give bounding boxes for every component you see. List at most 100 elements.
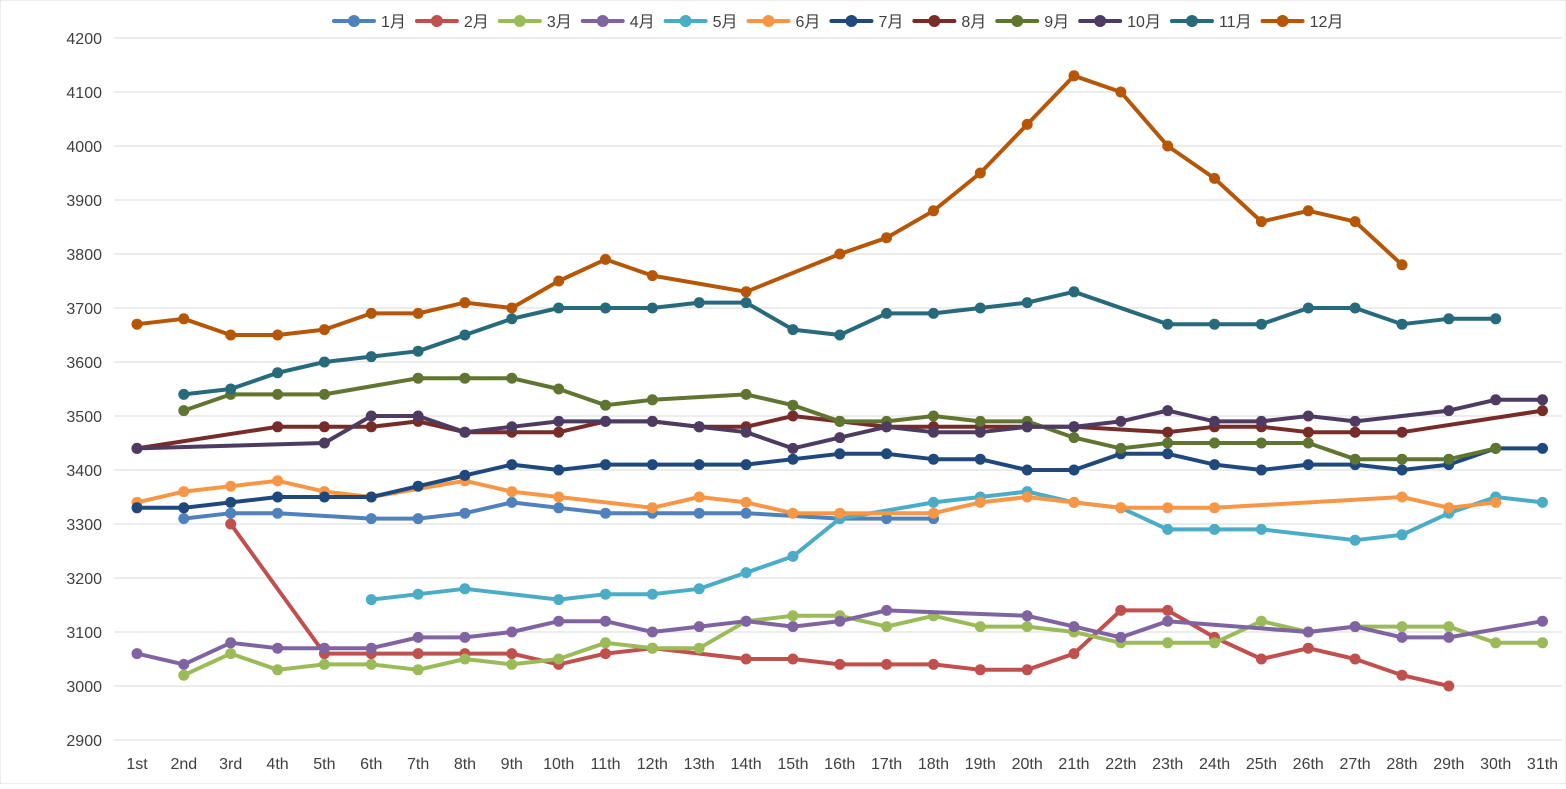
data-point xyxy=(834,615,846,627)
data-point xyxy=(131,502,143,514)
data-point xyxy=(834,658,846,670)
y-tick-label: 3000 xyxy=(66,679,102,696)
data-point xyxy=(553,426,565,438)
data-point xyxy=(412,372,424,384)
data-point xyxy=(365,642,377,654)
data-point xyxy=(787,442,799,454)
data-point xyxy=(553,594,565,606)
data-point xyxy=(787,324,799,336)
series-lines xyxy=(131,70,1548,692)
data-point xyxy=(928,507,939,519)
data-point xyxy=(1162,502,1174,514)
data-point xyxy=(740,297,752,309)
data-point xyxy=(272,421,284,433)
series-line xyxy=(181,289,1498,397)
y-tick-label: 3200 xyxy=(66,571,102,588)
data-point xyxy=(834,329,846,341)
data-point xyxy=(1068,648,1080,660)
data-point xyxy=(740,388,752,400)
legend-item: 3月 xyxy=(497,14,572,31)
data-point xyxy=(1443,680,1455,692)
data-point xyxy=(1490,637,1502,649)
data-point xyxy=(787,507,799,519)
legend-marker xyxy=(762,15,775,27)
data-point xyxy=(178,486,190,498)
data-point xyxy=(1349,653,1361,665)
data-point xyxy=(1068,70,1080,82)
data-point xyxy=(1021,664,1033,676)
x-tick-label: 14th xyxy=(730,756,761,773)
data-point xyxy=(740,286,752,298)
data-point xyxy=(693,507,705,519)
data-point xyxy=(1349,426,1361,438)
y-tick-label: 3300 xyxy=(66,517,102,534)
data-point xyxy=(974,664,986,676)
series-line xyxy=(135,608,1545,667)
data-point xyxy=(506,313,518,325)
legend-marker xyxy=(1094,15,1107,27)
data-point xyxy=(412,480,424,492)
data-point xyxy=(693,621,705,633)
data-point xyxy=(412,513,424,525)
data-point xyxy=(272,664,284,676)
data-point xyxy=(693,491,705,503)
legend-label: 4月 xyxy=(630,14,655,31)
data-point xyxy=(600,507,611,519)
data-point xyxy=(459,653,471,665)
data-point xyxy=(553,383,565,395)
data-point xyxy=(1021,464,1033,476)
data-point xyxy=(412,410,424,422)
data-point xyxy=(1255,437,1267,449)
data-point xyxy=(412,648,424,660)
data-point xyxy=(646,415,658,427)
y-tick-label: 4100 xyxy=(66,85,102,102)
y-tick-label: 3700 xyxy=(66,301,102,318)
data-point xyxy=(1209,502,1220,514)
data-point xyxy=(1115,631,1127,643)
data-point xyxy=(928,205,939,217)
data-point xyxy=(1209,415,1220,427)
data-point xyxy=(787,410,799,422)
data-point xyxy=(600,253,611,265)
data-point xyxy=(1537,442,1548,454)
data-point xyxy=(272,367,284,379)
data-point xyxy=(459,469,471,481)
data-point xyxy=(553,464,565,476)
legend-item: 12月 xyxy=(1260,14,1343,31)
legend-item: 8月 xyxy=(912,14,986,31)
legend-label: 7月 xyxy=(878,14,903,31)
data-point xyxy=(1537,615,1548,627)
data-point xyxy=(600,615,611,627)
x-tick-label: 20th xyxy=(1012,756,1043,773)
legend-marker xyxy=(430,15,443,27)
data-point xyxy=(693,421,705,433)
x-tick-label: 13th xyxy=(684,756,715,773)
data-point xyxy=(1490,313,1502,325)
data-point xyxy=(318,421,330,433)
data-point xyxy=(693,459,705,471)
data-point xyxy=(1349,302,1361,314)
x-tick-label: 1st xyxy=(126,756,148,773)
data-point xyxy=(1209,437,1220,449)
legend-label: 11月 xyxy=(1219,14,1252,31)
x-tick-label: 8th xyxy=(454,756,476,773)
data-point xyxy=(1068,421,1080,433)
data-point xyxy=(834,432,846,444)
data-point xyxy=(365,513,377,525)
data-point xyxy=(881,658,893,670)
legend: 1月 2月 3月 4月 5月 6月 7月 8月 9月 10月 11月 12月 xyxy=(332,14,1343,31)
data-point xyxy=(365,491,377,503)
data-point xyxy=(881,448,893,460)
data-point xyxy=(1443,405,1455,417)
data-point xyxy=(225,518,237,530)
data-point xyxy=(506,486,518,498)
data-point xyxy=(178,405,190,417)
x-tick-label: 3rd xyxy=(219,756,242,773)
data-point xyxy=(318,356,330,368)
x-tick-label: 30th xyxy=(1480,756,1511,773)
data-point xyxy=(553,502,565,514)
data-point xyxy=(365,594,377,606)
data-point xyxy=(365,307,377,319)
x-tick-label: 11th xyxy=(591,756,621,773)
legend-label: 9月 xyxy=(1044,14,1069,31)
